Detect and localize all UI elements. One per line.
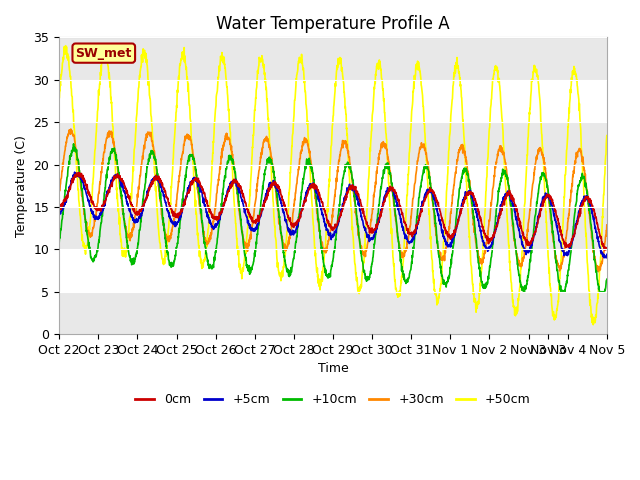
+30cm [55, 190, 63, 195]
+30cm [467, 192, 474, 197]
+5cm [552, 222, 560, 228]
Bar [59, 122, 607, 165]
+50cm [589, 322, 597, 327]
+30cm [603, 222, 611, 228]
0cm [467, 189, 474, 195]
Legend: 0cm, +5cm, +10cm, +30cm, +50cm: 0cm, +5cm, +10cm, +30cm, +50cm [130, 388, 536, 411]
+10cm [305, 156, 313, 161]
+50cm [603, 135, 611, 141]
Bar [59, 207, 607, 249]
+10cm [537, 177, 545, 182]
Y-axis label: Temperature (C): Temperature (C) [15, 135, 28, 237]
+10cm [55, 240, 63, 246]
+30cm [552, 256, 560, 262]
+50cm [62, 43, 70, 48]
0cm [364, 219, 371, 225]
+10cm [70, 141, 77, 147]
Bar [59, 292, 607, 334]
Line: +5cm: +5cm [59, 172, 607, 258]
Text: SW_met: SW_met [76, 47, 132, 60]
0cm [305, 186, 313, 192]
Bar [59, 80, 607, 122]
X-axis label: Time: Time [317, 362, 348, 375]
Line: +10cm: +10cm [59, 144, 607, 292]
+50cm [603, 133, 611, 139]
Line: 0cm: 0cm [59, 172, 607, 250]
+5cm [364, 233, 371, 239]
+30cm [67, 126, 75, 132]
Bar [59, 165, 607, 207]
+50cm [552, 313, 560, 319]
0cm [75, 169, 83, 175]
+5cm [600, 255, 608, 261]
+5cm [305, 184, 313, 190]
+10cm [520, 289, 528, 295]
Bar [59, 37, 607, 80]
Line: +30cm: +30cm [59, 129, 607, 272]
+5cm [55, 213, 63, 218]
0cm [603, 247, 611, 252]
+5cm [603, 253, 611, 259]
+10cm [364, 276, 371, 282]
+50cm [364, 206, 371, 212]
+5cm [537, 205, 545, 211]
+30cm [537, 147, 545, 153]
+10cm [467, 185, 474, 191]
+10cm [603, 278, 611, 284]
+30cm [595, 269, 602, 275]
0cm [55, 205, 63, 211]
Title: Water Temperature Profile A: Water Temperature Profile A [216, 15, 450, 33]
0cm [603, 246, 611, 252]
+50cm [305, 149, 313, 155]
+30cm [305, 148, 313, 154]
0cm [552, 213, 560, 219]
+10cm [553, 258, 561, 264]
+50cm [55, 96, 63, 102]
+50cm [467, 249, 474, 255]
+30cm [364, 245, 371, 251]
+30cm [603, 228, 611, 234]
Bar [59, 249, 607, 292]
Line: +50cm: +50cm [59, 46, 607, 324]
+50cm [537, 107, 545, 113]
+5cm [467, 187, 474, 193]
+5cm [603, 252, 611, 257]
0cm [537, 207, 545, 213]
+10cm [603, 276, 611, 282]
0cm [601, 247, 609, 253]
+5cm [71, 169, 79, 175]
